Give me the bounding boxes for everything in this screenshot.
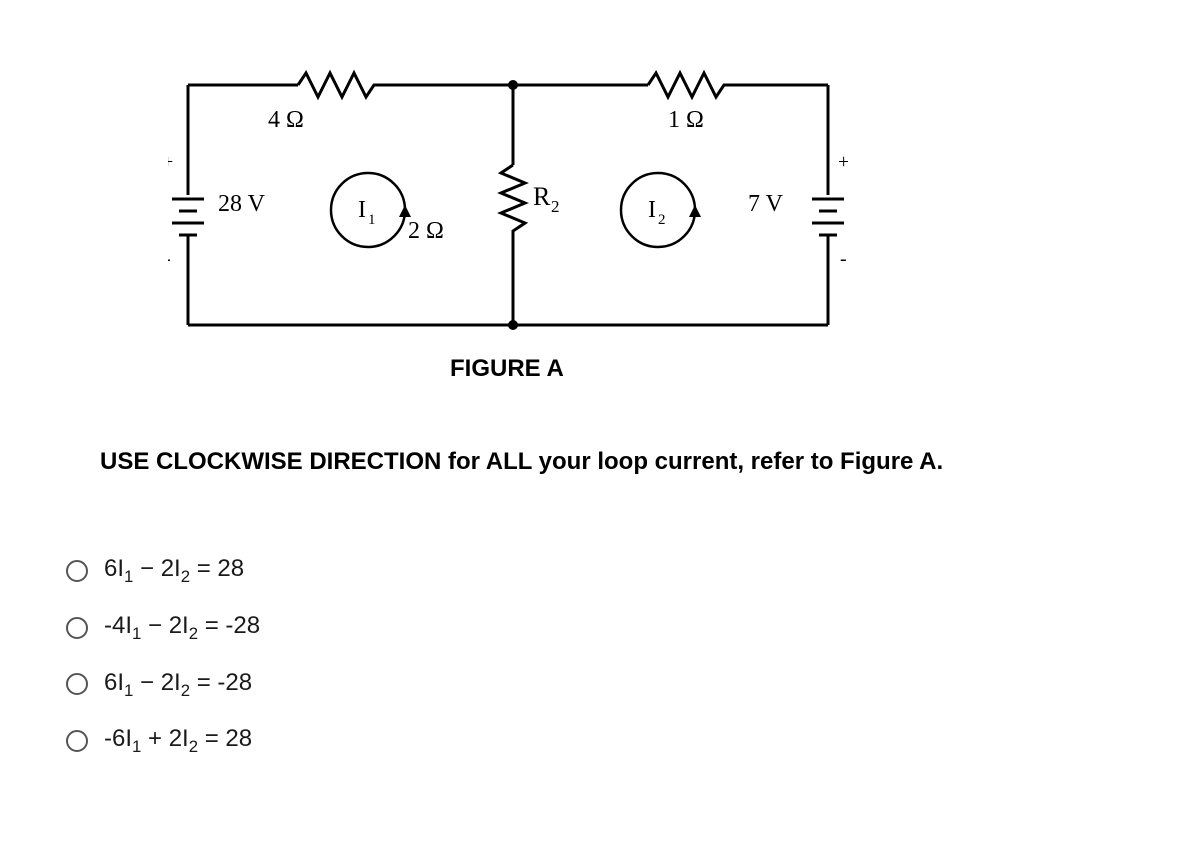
option-3-radio[interactable] — [66, 673, 88, 695]
canvas: R 1 4 Ω R 3 1 Ω R 2 2 Ω B 1 28 V + - B 2… — [0, 0, 1200, 843]
label-r1-value: 4 Ω — [268, 107, 304, 133]
label-i1: I — [358, 197, 366, 223]
option-4-radio[interactable] — [66, 730, 88, 752]
option-2-radio[interactable] — [66, 617, 88, 639]
circuit-diagram: R 1 4 Ω R 3 1 Ω R 2 2 Ω B 1 28 V + - B 2… — [168, 55, 848, 335]
option-1-radio[interactable] — [66, 560, 88, 582]
label-r1-sub: 1 — [335, 55, 344, 56]
label-b2-minus: - — [840, 248, 847, 270]
label-b1-minus: - — [168, 248, 171, 270]
label-r2-sub: 2 — [551, 197, 560, 216]
circuit-svg: R 1 4 Ω R 3 1 Ω R 2 2 Ω B 1 28 V + - B 2… — [168, 55, 848, 345]
label-b2-voltage: 7 V — [748, 191, 784, 217]
label-b1-voltage: 28 V — [218, 191, 266, 217]
option-3[interactable]: 6I1 − 2I2 = -28 — [66, 669, 260, 701]
label-r2: R — [533, 182, 551, 211]
label-b1-plus: + — [168, 151, 173, 173]
option-4[interactable]: -6I1 + 2I2 = 28 — [66, 725, 260, 757]
label-r2-value: 2 Ω — [408, 218, 444, 244]
label-b2-plus: + — [838, 151, 848, 173]
option-1[interactable]: 6I1 − 2I2 = 28 — [66, 555, 260, 587]
label-r3-sub: 3 — [685, 55, 694, 56]
options-group: 6I1 − 2I2 = 28 -4I1 − 2I2 = -28 6I1 − 2I… — [66, 555, 260, 782]
option-3-label: 6I1 − 2I2 = -28 — [104, 669, 252, 701]
figure-caption: FIGURE A — [450, 355, 564, 383]
option-2[interactable]: -4I1 − 2I2 = -28 — [66, 612, 260, 644]
label-i1-sub: 1 — [368, 212, 376, 228]
label-r3-value: 1 Ω — [668, 107, 704, 133]
instruction-text: USE CLOCKWISE DIRECTION for ALL your loo… — [100, 448, 943, 475]
option-1-label: 6I1 − 2I2 = 28 — [104, 555, 244, 587]
figure-caption-text: FIGURE A — [450, 355, 564, 382]
label-i2-sub: 2 — [658, 212, 666, 228]
instruction: USE CLOCKWISE DIRECTION for ALL your loo… — [100, 448, 943, 476]
option-4-label: -6I1 + 2I2 = 28 — [104, 725, 252, 757]
label-i2: I — [648, 197, 656, 223]
option-2-label: -4I1 − 2I2 = -28 — [104, 612, 260, 644]
